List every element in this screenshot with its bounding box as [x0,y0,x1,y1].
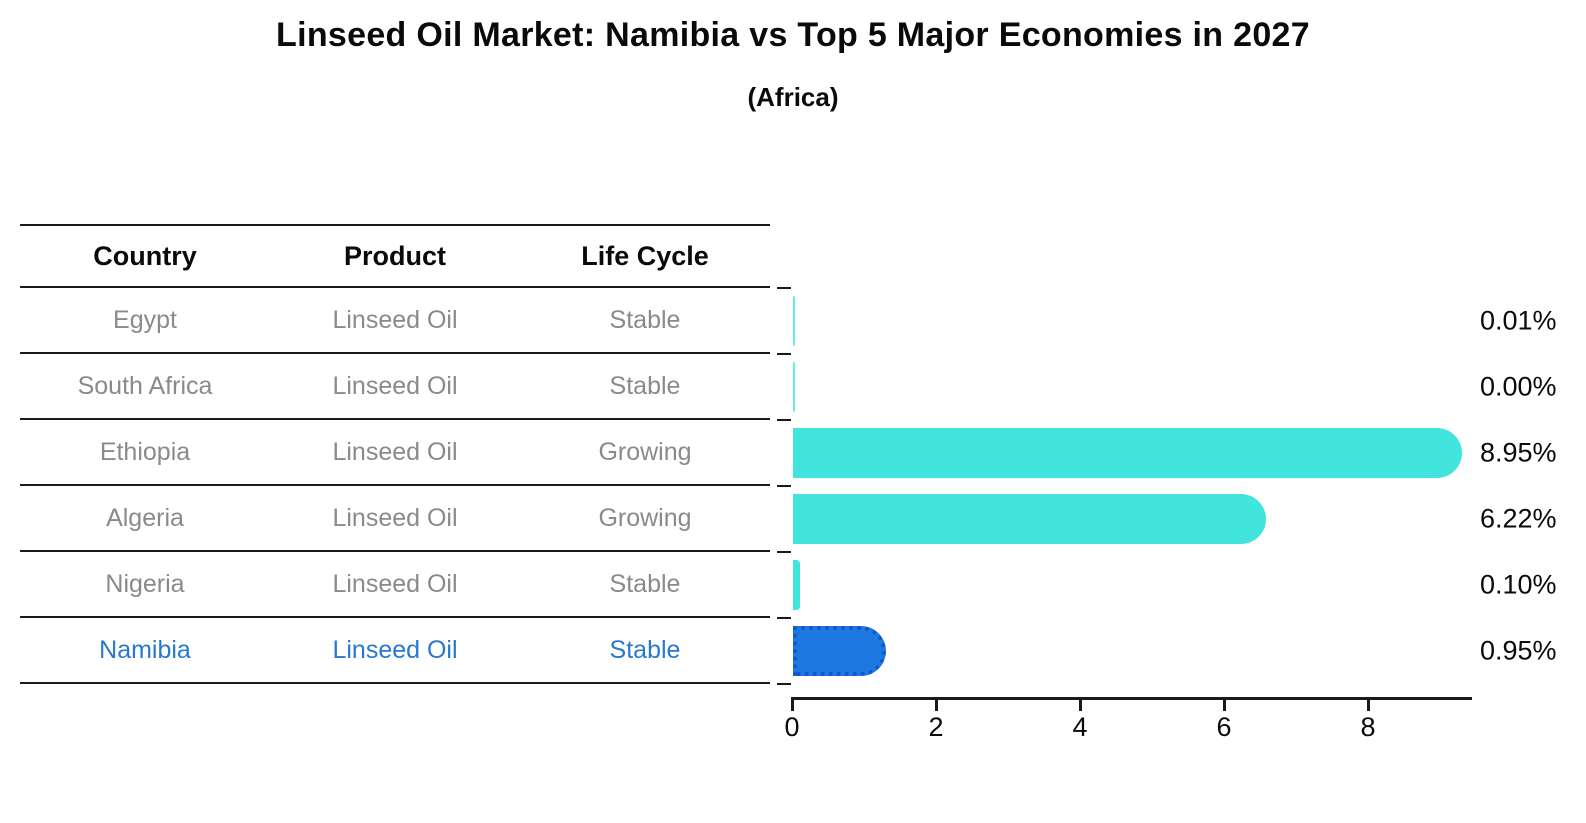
y-axis-tick [777,551,791,553]
x-axis-tick [1366,700,1370,711]
cell-product: Linseed Oil [332,503,458,532]
cell-life-cycle: Growing [598,503,692,532]
x-axis-tick [934,700,938,711]
cell-product: Linseed Oil [332,569,458,598]
x-axis-tick [1222,700,1226,711]
cell-country: Algeria [106,503,184,532]
cell-country: Egypt [113,305,177,334]
column-header-product: Product [343,240,446,271]
column-header-life-cycle: Life Cycle [581,240,709,271]
bar-algeria [793,494,1266,544]
y-axis-tick [777,617,791,619]
cell-product: Linseed Oil [332,635,458,664]
bar-egypt [793,296,795,346]
cell-country: Nigeria [105,569,185,598]
bar-namibia [793,626,887,676]
table-body: Egypt Linseed Oil Stable South Africa Linsee… [20,288,770,684]
x-axis-tick-label: 0 [784,712,800,742]
y-axis-tick [777,419,791,421]
value-label: 0.01% [1480,305,1557,336]
x-axis-tick-label: 6 [1216,712,1232,742]
table-row: Nigeria Linseed Oil Stable [20,552,770,618]
cell-life-cycle: Stable [609,305,681,334]
table-row: South Africa Linseed Oil Stable [20,354,770,420]
chart-title: Linseed Oil Market: Namibia vs Top 5 Maj… [276,16,1310,54]
x-axis-tick-label: 4 [1072,712,1088,742]
x-axis-tick [1078,700,1082,711]
table-row: Ethiopia Linseed Oil Growing [20,420,770,486]
value-label: 0.00% [1480,371,1557,402]
x-axis-tick-label: 2 [928,712,944,742]
cell-life-cycle: Stable [609,569,681,598]
cell-country: South Africa [77,371,213,400]
bar-south-africa [793,362,795,412]
cell-life-cycle: Stable [609,371,681,400]
cell-product: Linseed Oil [332,305,458,334]
x-axis-tick-label: 8 [1360,712,1376,742]
x-axis-tick [790,700,794,711]
table-row: Algeria Linseed Oil Growing [20,486,770,552]
country-table: Country Product Life Cycle Egypt Linseed Oi… [20,224,770,684]
value-label: 8.95% [1480,437,1557,468]
cell-product: Linseed Oil [332,371,458,400]
y-axis-tick [777,287,791,289]
chart-subtitle: (Africa) [747,82,839,112]
value-label: 6.22% [1480,503,1557,534]
y-axis-tick [777,353,791,355]
bar-nigeria [793,560,801,610]
cell-product: Linseed Oil [332,437,458,466]
column-header-country: Country [93,240,197,271]
table-row: Namibia Linseed Oil Stable [20,618,770,684]
x-axis-line [791,697,1472,700]
bar-plot [793,288,1473,684]
cell-life-cycle: Growing [598,437,692,466]
y-axis-tick [777,485,791,487]
table-header-row: Country Product Life Cycle [20,224,770,288]
value-label: 0.95% [1480,635,1557,666]
y-axis-tick [777,683,791,685]
table-row: Egypt Linseed Oil Stable [20,288,770,354]
cell-country: Ethiopia [99,437,191,466]
bar-ethiopia [793,428,1463,478]
cell-life-cycle: Stable [609,635,681,664]
cell-country: Namibia [99,635,191,664]
value-label: 0.10% [1480,569,1557,600]
